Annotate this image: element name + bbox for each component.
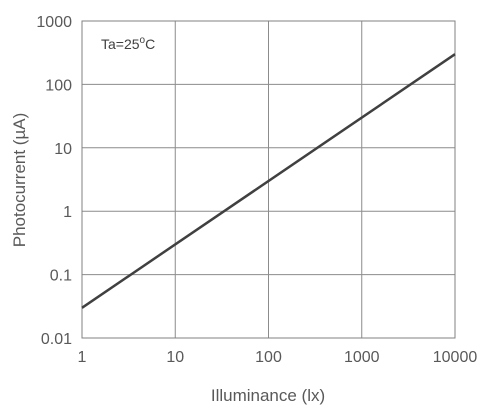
x-axis-title: Illuminance (lx) [211,386,325,405]
x-tick-labels: 1 10 100 1000 10000 [78,349,478,366]
x-tick-label: 1 [78,349,87,366]
y-tick-label: 100 [45,77,72,94]
y-tick-labels: 0.01 0.1 1 10 100 1000 [36,14,72,348]
y-axis-title: Photocurrent (µA) [10,113,29,248]
x-tick-label: 1000 [344,349,380,366]
x-tick-label: 10 [166,349,184,366]
y-tick-label: 1 [63,204,72,221]
y-tick-label: 0.1 [50,268,72,285]
y-tick-label: 0.01 [41,331,72,348]
x-tick-label: 100 [255,349,282,366]
series-layer [81,53,456,309]
temperature-annotation: Ta=25oC [101,35,155,52]
y-tick-label: 1000 [36,14,72,31]
photocurrent-line [81,53,456,309]
plot-frame [81,20,456,339]
x-tick-label: 10000 [433,349,478,366]
y-tick-label: 10 [54,141,72,158]
